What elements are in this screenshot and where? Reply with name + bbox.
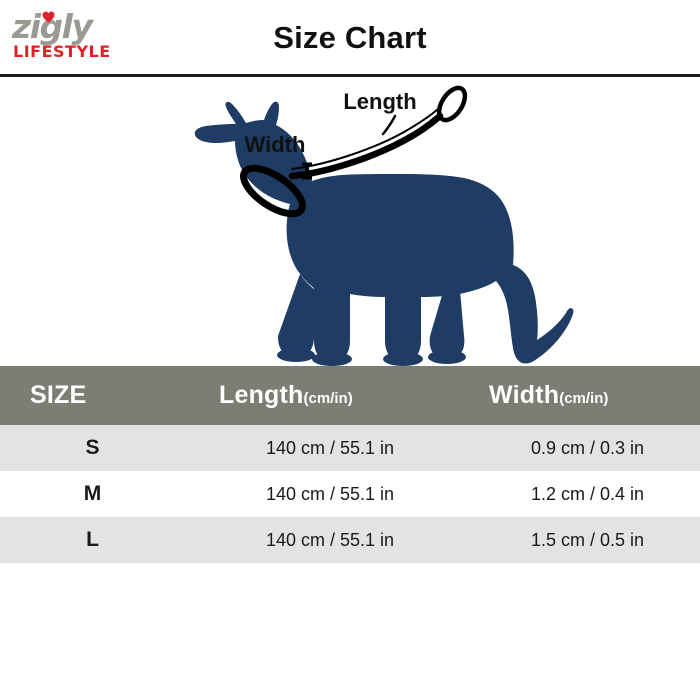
table-row: S 140 cm / 55.1 in 0.9 cm / 0.3 in [0, 425, 700, 471]
cell-width: 1.2 cm / 0.4 in [530, 483, 645, 504]
heart-icon [42, 11, 55, 23]
cell-size: S [85, 436, 100, 459]
page-header: zigly LIFESTYLE Size Chart [0, 0, 700, 77]
cell-size: L [86, 528, 99, 551]
length-label: Length [343, 89, 416, 114]
dog-leash-diagram: Width Length [194, 85, 574, 366]
brand-tagline: LIFESTYLE [13, 42, 111, 61]
column-header-width: Width(cm/in) [489, 381, 609, 409]
dog-silhouette-icon [194, 101, 574, 366]
cell-length: 140 cm / 55.1 in [265, 529, 395, 550]
cell-width: 0.9 cm / 0.3 in [530, 437, 645, 458]
table-row: M 140 cm / 55.1 in 1.2 cm / 0.4 in [0, 471, 700, 517]
table-row: L 140 cm / 55.1 in 1.5 cm / 0.5 in [0, 517, 700, 563]
size-chart-table: SIZE Length(cm/in) Width(cm/in) S 140 cm… [0, 366, 700, 563]
width-label: Width [245, 132, 306, 157]
leash-icon [288, 85, 468, 180]
table-header-row: SIZE Length(cm/in) Width(cm/in) [0, 366, 700, 425]
column-header-size: SIZE [30, 381, 87, 409]
cell-size: M [83, 482, 102, 505]
cell-width: 1.5 cm / 0.5 in [530, 529, 645, 550]
cell-length: 140 cm / 55.1 in [265, 483, 395, 504]
cell-length: 140 cm / 55.1 in [265, 437, 395, 458]
header-divider [0, 74, 700, 77]
product-illustration: Width Length [0, 78, 700, 366]
length-leader-line [381, 114, 397, 136]
page-title: Size Chart [273, 20, 427, 55]
brand-logo: zigly LIFESTYLE [10, 8, 122, 66]
width-tick-marker [302, 162, 312, 180]
column-header-length: Length(cm/in) [219, 381, 353, 409]
collar-icon [240, 164, 306, 218]
